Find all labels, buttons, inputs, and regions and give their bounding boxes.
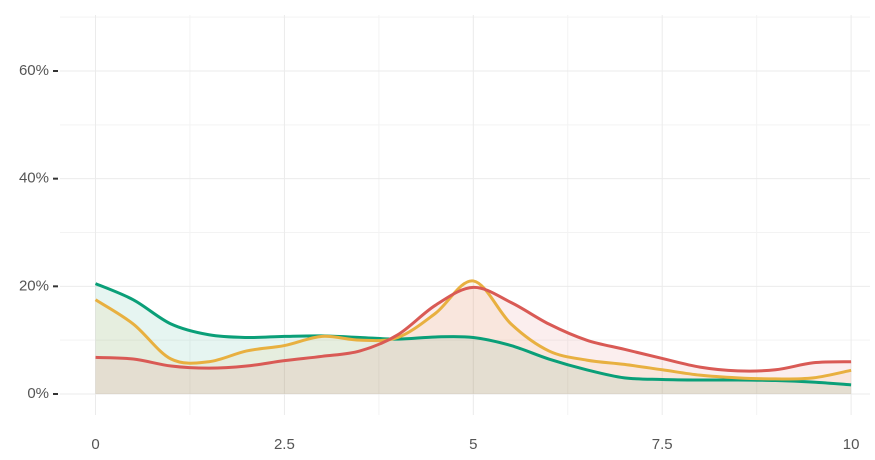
line bbox=[94, 279, 852, 381]
x-tick-label: 2.5 bbox=[274, 436, 295, 453]
line bbox=[94, 282, 852, 387]
y-tick-label: 40% bbox=[19, 170, 49, 187]
y-tick-label: 0% bbox=[27, 385, 49, 402]
x-tick-label: 0 bbox=[91, 436, 99, 453]
y-tick-label: 60% bbox=[19, 62, 49, 79]
x-tick-label: 10 bbox=[843, 436, 860, 453]
x-tick-label: 7.5 bbox=[652, 436, 673, 453]
line bbox=[95, 285, 852, 373]
area bbox=[95, 287, 852, 395]
y-tick-label: 20% bbox=[19, 277, 49, 294]
x-tick-label: 5 bbox=[469, 436, 477, 453]
